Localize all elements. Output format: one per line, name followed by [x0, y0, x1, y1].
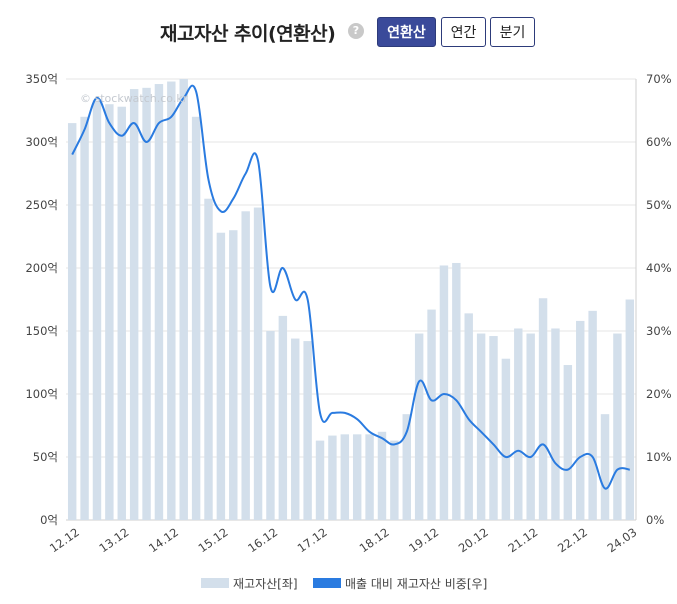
bar [563, 365, 573, 520]
bar [204, 198, 213, 520]
bar [365, 434, 374, 520]
bar [464, 313, 473, 520]
bar [328, 435, 337, 520]
bar [191, 116, 201, 521]
y-right-tick-label: 10% [646, 450, 672, 464]
y-right-tick-label: 50% [646, 198, 672, 212]
bar [476, 333, 486, 520]
tab-annual[interactable]: 연간 [441, 17, 486, 47]
y-right-tick-label: 0% [646, 513, 664, 527]
bar [278, 315, 288, 520]
bar [67, 123, 77, 520]
bar-series [67, 79, 635, 521]
bar [452, 262, 461, 520]
x-tick-label: 18.12 [357, 525, 392, 555]
bar [625, 299, 635, 520]
x-tick-label: 21.12 [505, 525, 540, 555]
bar [229, 230, 238, 520]
bar [92, 100, 102, 521]
line-series [71, 84, 630, 490]
bar [414, 333, 424, 520]
x-tick-label: 16.12 [245, 525, 280, 555]
bar [377, 431, 387, 520]
y-left-tick-label: 50억 [33, 450, 58, 464]
ratio-line [71, 84, 630, 490]
legend-label-ratio[interactable]: 매출 대비 재고자산 비중[우] [345, 577, 488, 591]
bar [526, 333, 535, 520]
bar [352, 434, 362, 520]
y-right-tick-label: 30% [646, 324, 672, 338]
bar [514, 328, 523, 520]
bar [613, 333, 622, 520]
y-right-tick-label: 20% [646, 387, 672, 401]
bar [80, 116, 89, 521]
x-tick-label: 13.12 [96, 525, 131, 555]
bar [427, 309, 436, 520]
y-left-tick-label: 150억 [25, 324, 58, 338]
bar [439, 265, 449, 520]
y-left-tick-label: 0억 [40, 513, 58, 527]
y-right-tick-label: 70% [646, 72, 672, 86]
bar [600, 414, 610, 520]
x-tick-label: 14.12 [146, 525, 181, 555]
bar [105, 104, 114, 520]
y-left-tick-label: 250억 [25, 198, 58, 212]
legend-label-inventory[interactable]: 재고자산[좌] [233, 577, 298, 591]
bar [167, 81, 176, 521]
page-title: 재고자산 추이(연환산) [160, 23, 336, 45]
bar [154, 84, 164, 520]
bar [501, 358, 511, 520]
tab-annualized[interactable]: 연환산 [377, 17, 436, 47]
bar [588, 310, 597, 520]
bar [266, 331, 275, 520]
bar [390, 440, 399, 520]
bar [576, 320, 585, 520]
y-right-tick-label: 60% [646, 135, 672, 149]
legend-swatch-ratio[interactable] [313, 578, 341, 588]
legend: 재고자산[좌] 매출 대비 재고자산 비중[우] [0, 573, 677, 593]
help-icon[interactable]: ? [348, 23, 364, 39]
y-left-tick-label: 350억 [25, 72, 58, 86]
bar [303, 341, 312, 520]
y-left-tick-label: 200억 [25, 261, 58, 275]
x-tick-label: 24.03 [605, 525, 640, 555]
y-left-tick-label: 100억 [25, 387, 58, 401]
x-tick-label: 20.12 [456, 525, 491, 555]
bar [551, 328, 560, 520]
bar [142, 87, 151, 520]
bar [538, 298, 548, 520]
tab-quarterly[interactable]: 분기 [490, 17, 535, 47]
x-tick-label: 22.12 [555, 525, 590, 555]
y-left-tick-label: 300억 [25, 135, 58, 149]
x-tick-label: 19.12 [406, 525, 441, 555]
x-tick-label: 15.12 [196, 525, 231, 555]
x-tick-label: 12.12 [47, 525, 82, 555]
bar [179, 79, 188, 520]
bar [340, 434, 350, 520]
bar [489, 336, 498, 520]
legend-swatch-inventory[interactable] [201, 578, 229, 588]
header: 재고자산 추이(연환산) ? 연환산 연간 분기 [0, 14, 677, 54]
bar [315, 440, 325, 520]
bar [402, 414, 411, 520]
bar [216, 232, 226, 520]
watermark: © stockwatch.co.kr [80, 92, 188, 105]
x-tick-label: 17.12 [295, 525, 330, 555]
bar [129, 89, 139, 520]
bar [241, 211, 250, 521]
bar [253, 207, 263, 520]
bar [117, 106, 126, 520]
y-right-tick-label: 40% [646, 261, 672, 275]
bar [291, 338, 300, 520]
